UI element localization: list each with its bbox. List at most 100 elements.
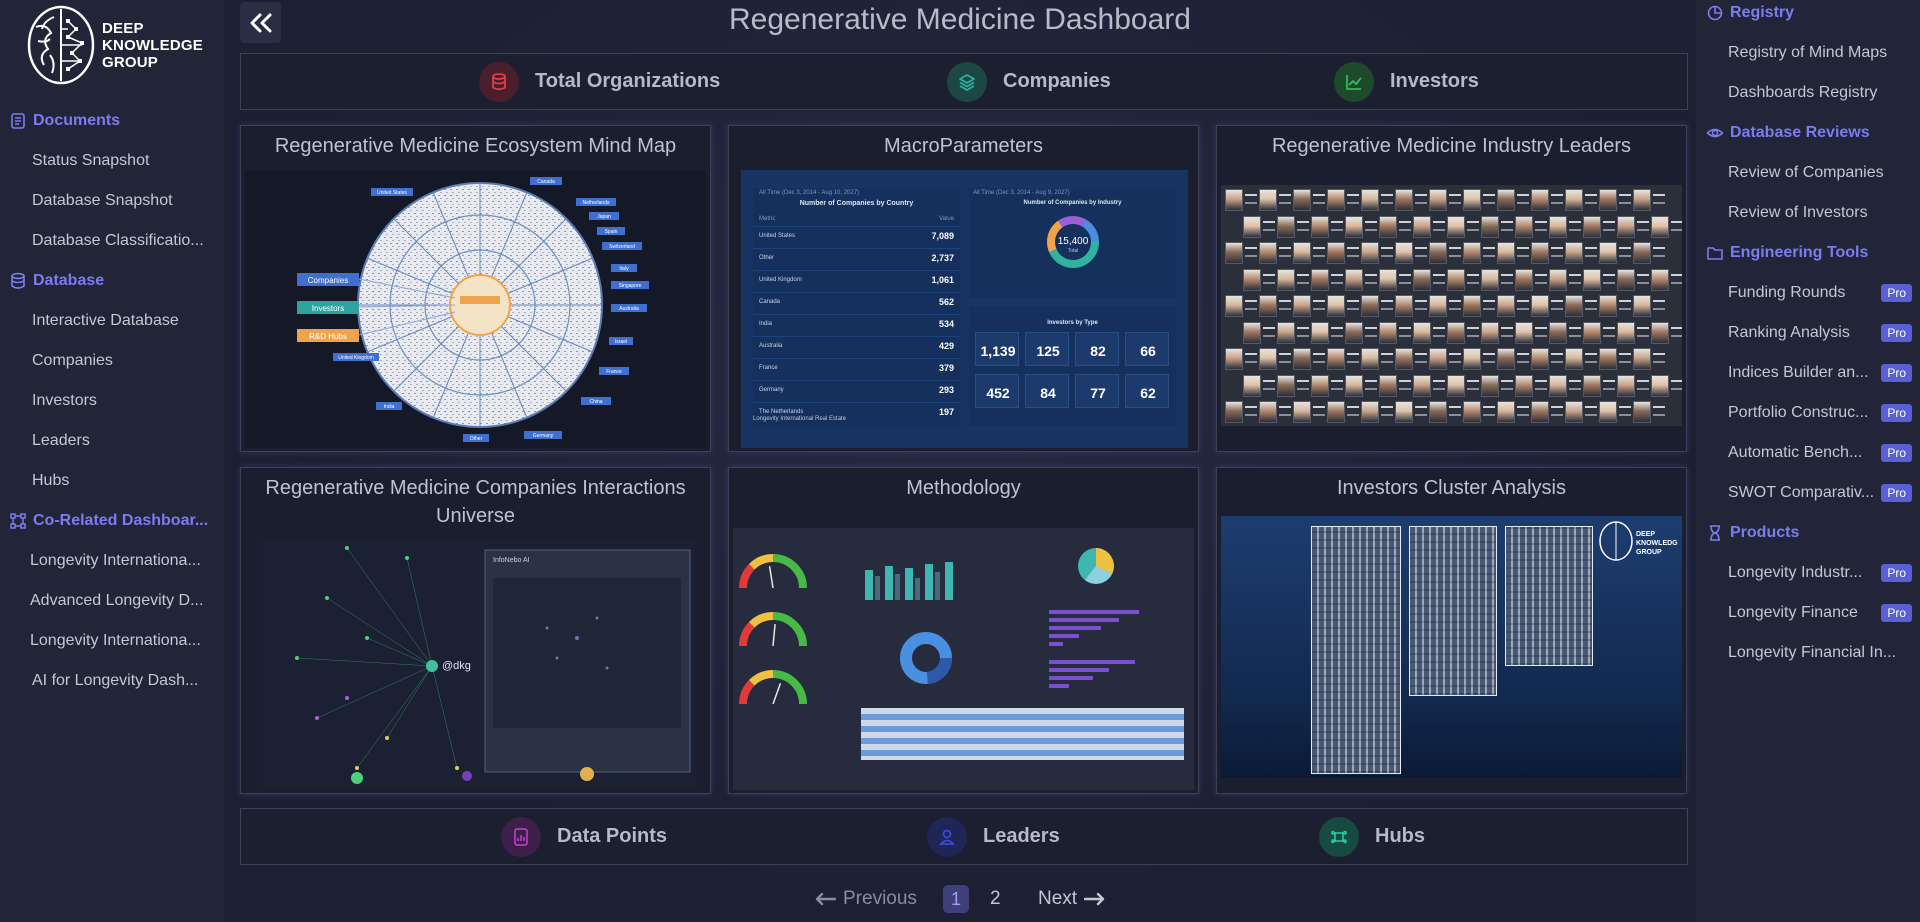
nav-item-leaders[interactable]: Leaders [32, 421, 216, 461]
nav-item-indices-builder-an[interactable]: Indices Builder an... Pro [1728, 353, 1912, 393]
nav-section-database-reviews[interactable]: Database Reviews [1696, 113, 1920, 153]
kpi-value: 125 [1036, 343, 1060, 359]
nav-section-database[interactable]: Database [0, 261, 224, 301]
nav-item-investors[interactable]: Investors [32, 381, 216, 421]
table-cell-value: 293 [938, 385, 954, 395]
leader-photo [1447, 321, 1465, 344]
brain-logo-icon: DEEP KNOWLEDGE GROUP [1599, 521, 1678, 561]
leader-photo [1243, 374, 1261, 397]
nav-item-longevity-international-1[interactable]: Longevity Internationa... [30, 541, 214, 581]
nav-item-review-of-companies[interactable]: Review of Companies [1728, 153, 1912, 193]
nav-item-label: Ranking Analysis [1728, 324, 1850, 341]
nav-item-database-snapshot[interactable]: Database Snapshot [32, 181, 216, 221]
nav-item-companies[interactable]: Companies [32, 341, 216, 381]
nav-item-label: Portfolio Construc... [1728, 404, 1869, 421]
nav-item-swot-comparativ[interactable]: SWOT Comparativ... Pro [1728, 473, 1912, 513]
leader-photo [1497, 189, 1515, 211]
pro-badge: Pro [1881, 604, 1912, 622]
previous-label: Previous [843, 888, 917, 909]
nav-item-automatic-bench[interactable]: Automatic Bench... Pro [1728, 433, 1912, 473]
leader-photo [1651, 374, 1669, 397]
nav-item-portfolio-construc[interactable]: Portfolio Construc... Pro [1728, 393, 1912, 433]
nav-item-registry-of-mind-maps[interactable]: Registry of Mind Maps [1728, 33, 1912, 73]
stat-label: Companies [1003, 70, 1111, 92]
leader-photo [1515, 268, 1533, 291]
layers-icon [959, 73, 975, 91]
stat-total-organizations[interactable]: Total Organizations [479, 54, 720, 109]
stat-label: Investors [1390, 70, 1479, 92]
mind-map-label-investors: Investors [312, 304, 344, 313]
nav-item-longevity-financial-in[interactable]: Longevity Financial In... [1728, 633, 1912, 673]
leader-name-lines [1517, 300, 1529, 310]
nav-item-longevity-industr[interactable]: Longevity Industr... Pro [1728, 553, 1912, 593]
stat-label: Hubs [1375, 825, 1425, 847]
database-icon [492, 72, 506, 90]
leader-name-lines [1603, 220, 1615, 231]
page-1-button[interactable]: 1 [943, 885, 969, 913]
leader-photo [1617, 374, 1635, 397]
leader-name-lines [1347, 194, 1359, 204]
nav-item-review-of-investors[interactable]: Review of Investors [1728, 193, 1912, 233]
card-interactions-universe[interactable]: Regenerative Medicine Companies Interact… [240, 467, 711, 794]
nav-section-documents[interactable]: Documents [0, 101, 224, 141]
previous-page-button[interactable]: Previous [814, 880, 917, 918]
gauge-arc [739, 621, 755, 647]
card-ecosystem-mind-map[interactable]: Regenerative Medicine Ecosystem Mind Map [240, 125, 711, 452]
nav-item-ai-for-longevity[interactable]: AI for Longevity Dash... [32, 661, 216, 701]
stat-investors[interactable]: Investors [1334, 54, 1479, 109]
card-macroparameters[interactable]: MacroParameters All Time (Dec 3, 2014 - … [728, 125, 1199, 452]
nav-item-database-classification[interactable]: Database Classificatio... [32, 221, 216, 261]
collapse-sidebar-button[interactable] [240, 2, 281, 43]
nav-item-longevity-finance[interactable]: Longevity Finance Pro [1728, 593, 1912, 633]
nav-item-dashboards-registry[interactable]: Dashboards Registry [1728, 73, 1912, 113]
leader-photo [1565, 242, 1583, 264]
leader-photo [1395, 348, 1413, 370]
nav-section-engineering-tools[interactable]: Engineering Tools [1696, 233, 1920, 273]
card-investors-cluster[interactable]: Investors Cluster Analysis DEEP KNOWLEDG… [1216, 467, 1687, 794]
stat-icon-circle [479, 61, 519, 102]
nav-item-longevity-international-2[interactable]: Longevity Internationa... [30, 621, 214, 661]
nav-item-advanced-longevity[interactable]: Advanced Longevity D... [30, 581, 214, 621]
nav-section-products[interactable]: Products [1696, 513, 1920, 553]
page-2-button[interactable]: 2 [990, 880, 1001, 918]
nav-item-funding-rounds[interactable]: Funding Rounds Pro [1728, 273, 1912, 313]
table-cell-country: India [759, 321, 773, 327]
brand-logo[interactable]: DEEP KNOWLEDGE GROUP [26, 4, 206, 86]
leader-photo [1225, 295, 1243, 317]
next-page-button[interactable]: Next [1038, 880, 1106, 918]
leader-photo [1463, 189, 1481, 211]
stat-icon-circle [947, 61, 987, 102]
leader-name-lines [1297, 220, 1309, 231]
investor-kpi: 82 [1075, 332, 1119, 366]
card-industry-leaders[interactable]: Regenerative Medicine Industry Leaders [1216, 125, 1687, 452]
leader-photo [1515, 215, 1533, 238]
nav-item-label: SWOT Comparativ... [1728, 484, 1875, 501]
left-sidebar: DEEP KNOWLEDGE GROUP Documents Status Sn… [0, 0, 224, 922]
stat-data-points[interactable]: Data Points [501, 809, 667, 864]
investor-kpi: 62 [1125, 374, 1169, 408]
leader-name-lines [1535, 379, 1547, 390]
nav-item-interactive-database[interactable]: Interactive Database [32, 301, 216, 341]
stat-icon-circle [1319, 816, 1359, 857]
leader-photo [1617, 215, 1635, 238]
stat-companies[interactable]: Companies [947, 54, 1111, 109]
leader-photo [1311, 374, 1329, 397]
nav-item-hubs[interactable]: Hubs [32, 461, 216, 501]
leader-photo [1225, 348, 1243, 370]
leader-name-lines [1517, 406, 1529, 416]
nav-item-ranking-analysis[interactable]: Ranking Analysis Pro [1728, 313, 1912, 353]
leader-photo [1599, 242, 1617, 264]
nav-item-status-snapshot[interactable]: Status Snapshot [32, 141, 216, 181]
leader-name-lines [1279, 406, 1291, 416]
leader-name-lines [1297, 273, 1309, 284]
stat-hubs[interactable]: Hubs [1319, 809, 1425, 864]
card-methodology[interactable]: Methodology [728, 467, 1199, 794]
nav-section-registry[interactable]: Registry [1696, 0, 1920, 33]
nav-item-label: Registry of Mind Maps [1728, 44, 1888, 61]
nav-item-label: Longevity Financial In... [1728, 644, 1897, 661]
nav-section-co-related-dashboards[interactable]: Co-Related Dashboar... [0, 501, 224, 541]
table-row: India 534 [753, 314, 960, 334]
leader-name-lines [1433, 220, 1445, 231]
table-cell-value: 197 [938, 407, 954, 417]
stat-leaders[interactable]: Leaders [927, 809, 1060, 864]
